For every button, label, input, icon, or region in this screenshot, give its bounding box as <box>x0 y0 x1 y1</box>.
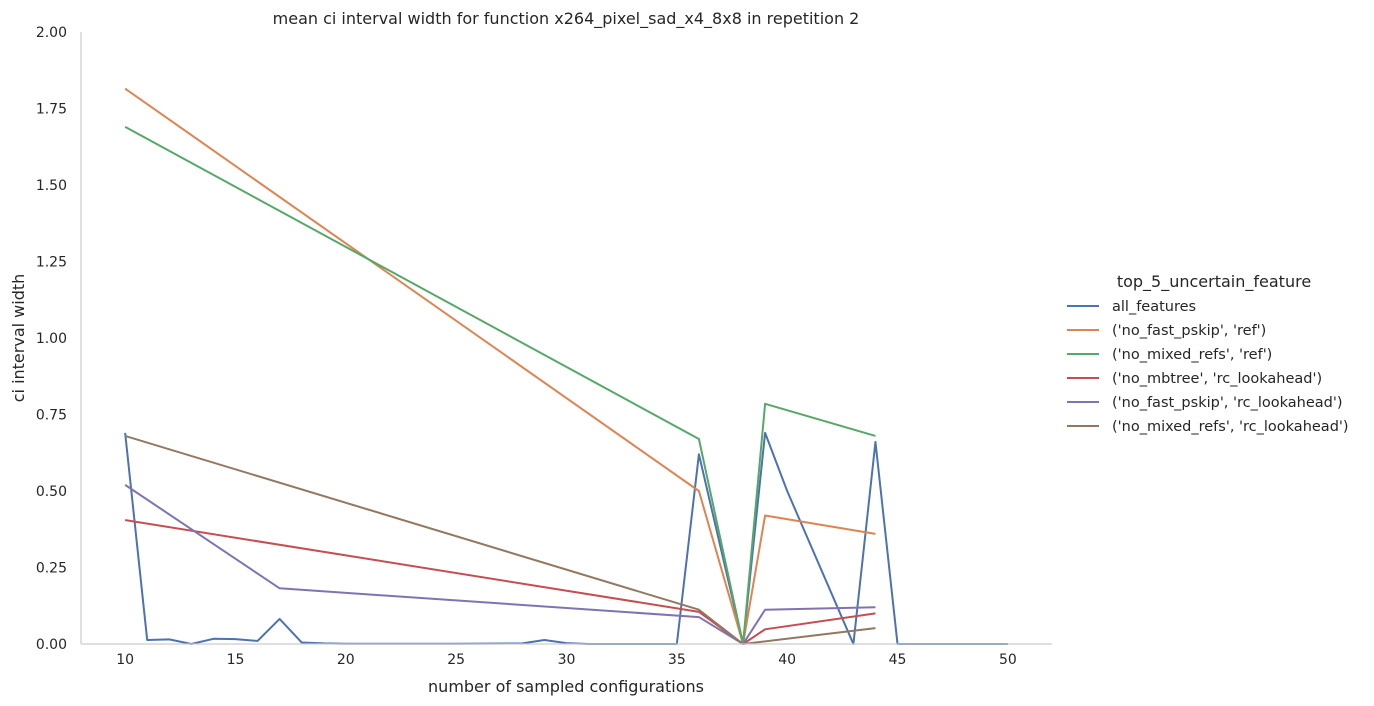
series-line-5 <box>124 484 876 645</box>
y-tick-label: 0.25 <box>36 561 67 577</box>
plot-area <box>124 87 1008 645</box>
legend: top_5_uncertain_feature all_features ('no… <box>1067 272 1349 435</box>
legend-entry-1: all_features <box>1112 299 1196 315</box>
x-tick-label: 45 <box>889 652 907 668</box>
x-axis: 10 15 20 25 30 35 40 45 50 <box>81 643 1052 668</box>
series-line-1 <box>124 431 1008 645</box>
x-tick-label: 35 <box>668 652 686 668</box>
x-tick-label: 15 <box>227 652 245 668</box>
legend-title: top_5_uncertain_feature <box>1117 272 1311 292</box>
legend-entry-3: ('no_mixed_refs', 'ref') <box>1112 347 1272 363</box>
x-tick-label: 10 <box>116 652 134 668</box>
x-tick-label: 40 <box>778 652 796 668</box>
x-tick-label: 25 <box>447 652 465 668</box>
legend-entry-5: ('no_fast_pskip', 'rc_lookahead') <box>1112 395 1343 411</box>
legend-entry-4: ('no_mbtree', 'rc_lookahead') <box>1112 371 1322 387</box>
chart-title: mean ci interval width for function x264… <box>273 9 860 29</box>
y-tick-label: 1.50 <box>36 178 67 194</box>
x-tick-label: 30 <box>558 652 576 668</box>
legend-entry-2: ('no_fast_pskip', 'ref') <box>1112 323 1266 339</box>
y-tick-label: 1.75 <box>36 102 67 118</box>
series-line-4 <box>124 519 876 645</box>
legend-entry-6: ('no_mixed_refs', 'rc_lookahead') <box>1112 419 1349 435</box>
series-line-6 <box>124 434 876 645</box>
y-axis: 0.00 0.25 0.50 0.75 1.00 1.25 1.50 1.75 2.00 <box>36 25 82 653</box>
y-tick-label: 0.50 <box>36 484 67 500</box>
x-tick-label: 50 <box>999 652 1017 668</box>
y-tick-label: 2.00 <box>36 25 67 41</box>
y-tick-label: 1.25 <box>36 255 67 271</box>
y-axis-label: ci interval width <box>9 274 28 403</box>
y-tick-label: 0.75 <box>36 408 67 424</box>
y-tick-label: 0.00 <box>36 637 67 653</box>
series-line-3 <box>124 125 876 645</box>
x-tick-label: 20 <box>337 652 355 668</box>
x-axis-label: number of sampled configurations <box>428 677 704 696</box>
y-tick-label: 1.00 <box>36 331 67 347</box>
